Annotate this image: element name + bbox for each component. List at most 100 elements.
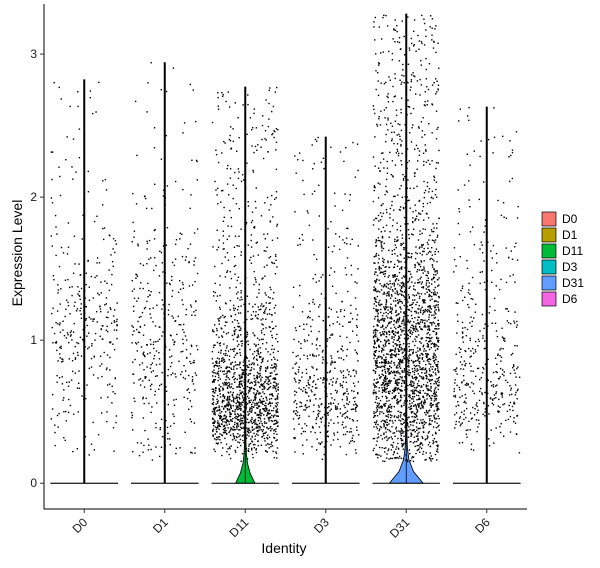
point xyxy=(213,380,215,382)
point xyxy=(327,425,330,427)
point xyxy=(262,429,264,431)
point xyxy=(271,194,273,197)
point xyxy=(399,123,401,126)
point xyxy=(417,385,419,387)
point xyxy=(266,443,269,445)
point xyxy=(408,357,410,359)
point xyxy=(322,157,325,159)
point xyxy=(418,127,420,129)
point xyxy=(234,256,236,258)
point xyxy=(411,434,413,436)
point xyxy=(224,383,226,385)
point xyxy=(238,394,240,396)
point xyxy=(330,444,332,446)
point xyxy=(51,245,53,247)
point xyxy=(390,317,392,320)
point xyxy=(436,365,439,368)
point xyxy=(309,317,311,319)
point xyxy=(383,390,385,392)
point xyxy=(383,433,385,436)
point xyxy=(336,311,338,313)
point xyxy=(244,410,246,412)
point xyxy=(390,286,392,288)
point xyxy=(64,315,66,318)
point xyxy=(385,353,388,355)
point xyxy=(241,340,243,342)
point xyxy=(224,427,227,429)
point xyxy=(83,333,85,335)
point xyxy=(398,60,401,62)
point xyxy=(275,430,277,433)
point xyxy=(436,222,438,225)
point xyxy=(413,400,415,403)
point xyxy=(408,252,410,254)
point xyxy=(382,293,384,295)
point xyxy=(173,422,175,425)
point xyxy=(390,410,392,413)
point xyxy=(388,411,390,413)
point xyxy=(323,446,326,448)
point xyxy=(402,275,405,277)
point xyxy=(346,415,348,418)
point xyxy=(230,348,232,351)
point xyxy=(247,340,249,342)
point xyxy=(107,396,109,398)
point xyxy=(216,194,218,196)
point xyxy=(244,294,246,296)
point xyxy=(422,202,424,205)
point xyxy=(391,397,393,400)
point xyxy=(394,292,396,294)
point xyxy=(388,379,391,381)
point xyxy=(223,397,226,399)
point xyxy=(407,301,409,303)
point xyxy=(436,261,438,263)
point xyxy=(217,105,219,107)
point xyxy=(238,329,241,332)
point xyxy=(227,405,230,407)
point xyxy=(428,395,431,397)
point xyxy=(243,321,245,324)
point xyxy=(381,317,383,320)
point xyxy=(396,319,399,321)
point xyxy=(431,34,433,36)
point xyxy=(424,270,426,272)
point xyxy=(421,377,423,380)
point xyxy=(243,411,245,414)
point xyxy=(339,383,341,385)
point xyxy=(88,299,91,301)
point xyxy=(257,427,259,429)
point xyxy=(394,387,396,390)
point xyxy=(296,411,299,413)
point xyxy=(234,429,236,431)
point xyxy=(412,234,414,236)
point xyxy=(383,389,386,391)
point xyxy=(190,304,192,306)
point xyxy=(429,299,431,301)
point xyxy=(311,425,314,428)
point xyxy=(82,338,84,341)
point xyxy=(241,369,243,371)
point xyxy=(260,308,262,311)
point xyxy=(412,324,414,327)
point xyxy=(254,443,256,446)
point xyxy=(427,159,429,162)
point xyxy=(174,243,177,245)
point xyxy=(413,19,416,21)
point xyxy=(275,428,277,430)
point xyxy=(265,250,267,252)
point xyxy=(427,243,429,246)
point xyxy=(394,253,396,255)
point xyxy=(216,422,219,424)
point xyxy=(355,351,358,354)
point xyxy=(406,424,409,427)
point xyxy=(231,439,234,441)
point xyxy=(250,234,253,236)
point xyxy=(435,432,437,435)
point xyxy=(404,389,406,391)
point xyxy=(375,347,377,349)
point xyxy=(386,377,388,380)
point xyxy=(351,238,353,240)
point xyxy=(253,392,255,394)
point xyxy=(306,425,308,427)
point xyxy=(319,417,322,420)
